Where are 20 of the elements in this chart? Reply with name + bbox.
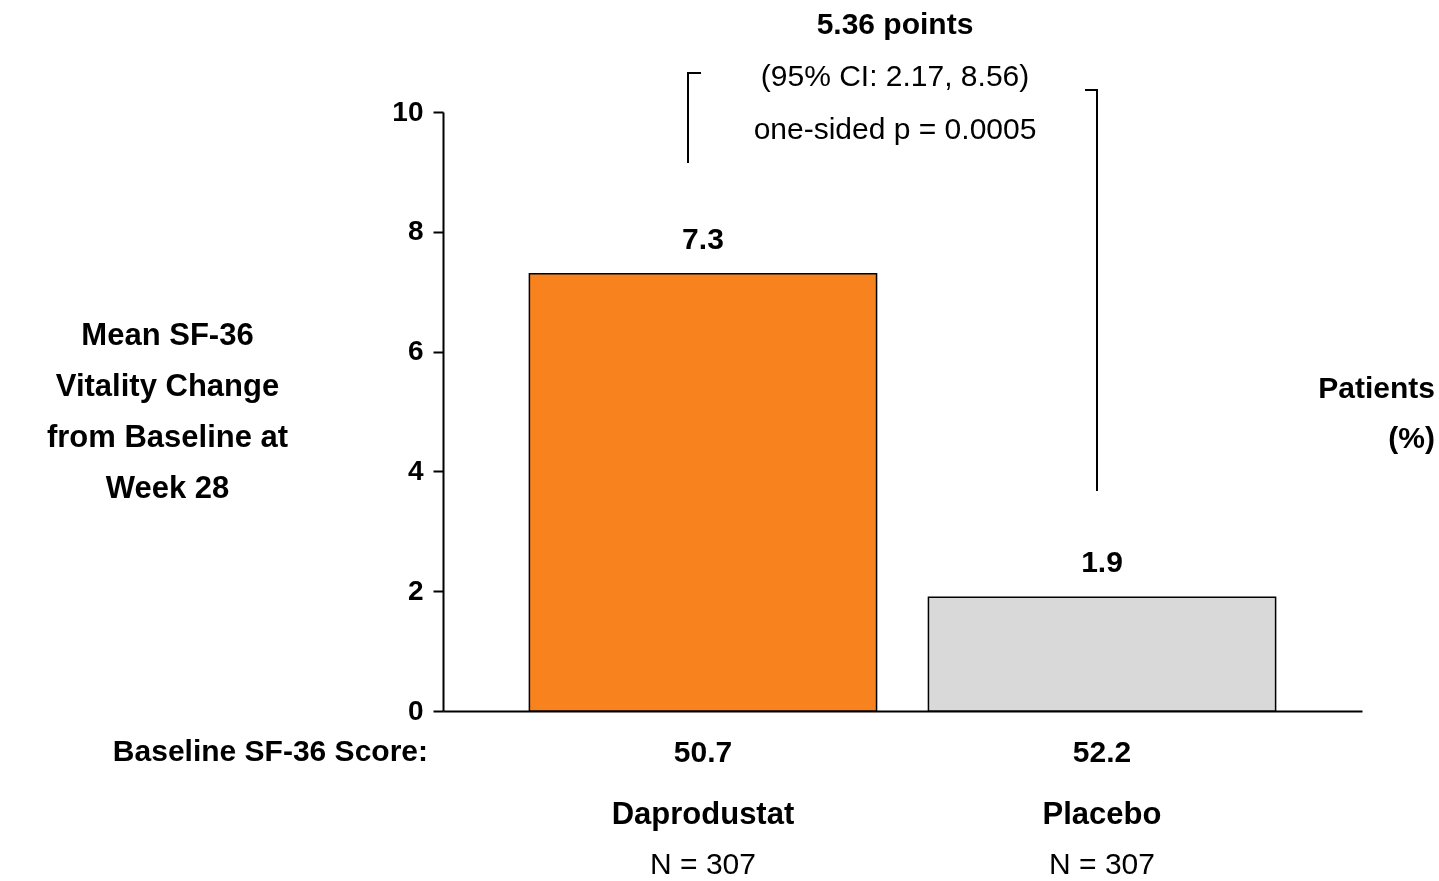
y-tick-label: 0 bbox=[407, 694, 424, 726]
text: N = 307 bbox=[650, 847, 756, 880]
text: N = 307 bbox=[1049, 847, 1155, 880]
text: 52.2 bbox=[1072, 735, 1132, 768]
text: 50.7 bbox=[673, 735, 733, 768]
annotation: one-sided p = 0.0005 bbox=[753, 112, 1037, 145]
text: (95% CI: 2.17, 8.56) bbox=[760, 59, 1030, 92]
annotation: Patients (%) bbox=[1318, 371, 1435, 454]
text: Baseline SF-36 Score: bbox=[112, 734, 428, 767]
x-tick-label: Daprodustat bbox=[611, 795, 795, 831]
y-tick-label: 2 bbox=[407, 574, 424, 606]
data-label: 1.9 bbox=[1081, 545, 1123, 579]
text: 5.36 points bbox=[816, 7, 974, 40]
y-tick-label: 8 bbox=[407, 215, 424, 247]
data-label: 7.3 bbox=[682, 221, 724, 255]
x-tick-label: Placebo bbox=[1042, 795, 1162, 831]
y-tick-label: 4 bbox=[407, 454, 424, 486]
y-tick-label: 10 bbox=[392, 95, 424, 127]
y-tick-label: 6 bbox=[407, 335, 424, 367]
y-axis-title: Mean SF-36 Vitality Change from Baseline at Week 28 bbox=[46, 316, 289, 505]
